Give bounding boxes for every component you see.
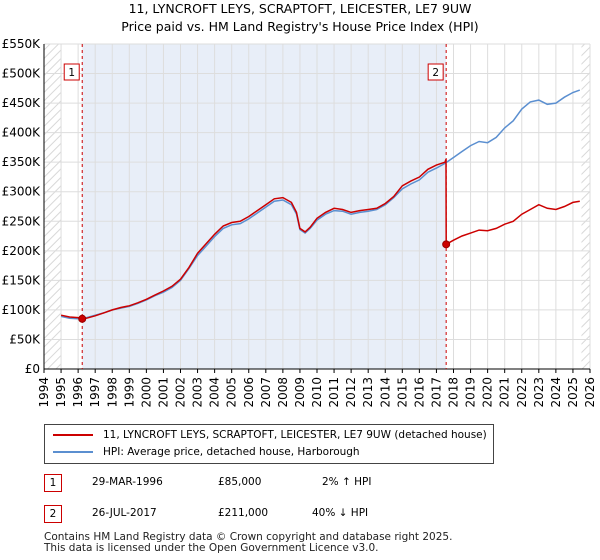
x-tick-label: 2007: [259, 377, 273, 408]
chart-legend: 11, LYNCROFT LEYS, SCRAPTOFT, LEICESTER,…: [44, 424, 494, 464]
y-tick-label: £50K: [9, 332, 41, 346]
transaction-date: 26-JUL-2017: [92, 507, 157, 519]
no-data-hatch-left: [44, 44, 62, 369]
y-tick-label: £150K: [2, 273, 42, 287]
y-tick-label: £550K: [2, 37, 42, 51]
x-tick-label: 2020: [481, 377, 495, 408]
sale-point: [442, 240, 451, 249]
x-tick-label: 1995: [54, 377, 68, 408]
x-tick-label: 2023: [532, 377, 546, 408]
y-tick-label: £200K: [2, 244, 42, 258]
footer-licence: This data is licensed under the Open Gov…: [44, 542, 379, 554]
x-tick-label: 2016: [412, 377, 426, 408]
x-tick-label: 1994: [37, 377, 51, 408]
sale-marker-box: [63, 63, 80, 81]
legend-swatch-property: [53, 434, 93, 436]
chart-subtitle: Price paid vs. HM Land Registry's House …: [121, 19, 479, 34]
x-tick-label: 2012: [344, 377, 358, 408]
sale-marker-label: 1: [68, 67, 75, 79]
x-tick-label: 1999: [122, 377, 136, 408]
y-tick-label: £400K: [2, 126, 42, 140]
x-tick-label: 2024: [549, 377, 563, 408]
x-tick-label: 1997: [88, 377, 102, 408]
chart-title-block: 11, LYNCROFT LEYS, SCRAPTOFT, LEICESTER,…: [0, 0, 600, 36]
transaction-hpi: 2% ↑ HPI: [322, 476, 372, 488]
no-data-hatch-right: [581, 44, 590, 369]
y-tick-label: £450K: [2, 96, 42, 110]
x-tick-label: 2026: [583, 377, 597, 408]
transaction-price: £211,000: [218, 507, 269, 519]
y-tick-label: £100K: [2, 303, 42, 317]
x-tick-label: 2011: [327, 377, 341, 408]
y-tick-label: £0: [25, 362, 40, 376]
sale-marker-box: [427, 63, 444, 81]
x-tick-label: 2017: [429, 377, 443, 408]
footer-copyright: Contains HM Land Registry data © Crown c…: [44, 531, 453, 543]
x-tick-label: 2022: [515, 377, 529, 408]
x-tick-label: 2001: [156, 377, 170, 408]
legend-label-property: 11, LYNCROFT LEYS, SCRAPTOFT, LEICESTER,…: [103, 429, 487, 441]
x-tick-label: 2014: [378, 377, 392, 408]
x-tick-label: 1998: [105, 377, 119, 408]
transaction-hpi: 40% ↓ HPI: [312, 507, 369, 519]
x-tick-label: 2000: [139, 377, 153, 408]
series-line: [60, 158, 580, 320]
y-tick-label: £300K: [2, 185, 42, 199]
x-tick-label: 2018: [447, 377, 461, 408]
price-chart: £0 £50K £100K £150K £200K £250K £300K £350K £400…: [2, 37, 597, 408]
x-tick-label: 1996: [71, 377, 85, 408]
x-tick-label: 2015: [395, 377, 409, 408]
legend-swatch-hpi: [53, 451, 93, 453]
x-tick-label: 2004: [208, 377, 222, 408]
x-tick-label: 2025: [566, 377, 580, 408]
y-tick-label: £350K: [2, 155, 42, 169]
transaction-date: 29-MAR-1996: [92, 476, 163, 488]
legend-label-hpi: HPI: Average price, detached house, Harb…: [103, 446, 360, 458]
y-tick-label: £500K: [2, 67, 42, 81]
x-tick-label: 2019: [464, 377, 478, 408]
x-tick-label: 2021: [498, 377, 512, 408]
sale-point: [78, 314, 87, 323]
chart-title: 11, LYNCROFT LEYS, SCRAPTOFT, LEICESTER,…: [128, 1, 472, 16]
transaction-marker: 2: [44, 505, 62, 523]
legend-item-hpi: HPI: Average price, detached house, Harb…: [53, 446, 360, 458]
y-tick-label: £250K: [2, 214, 42, 228]
footer-attribution: Contains HM Land Registry data © Crown c…: [44, 532, 452, 554]
x-tick-label: 2005: [225, 377, 239, 408]
x-tick-label: 2008: [276, 377, 290, 408]
transaction-marker: 1: [44, 474, 62, 492]
x-tick-label: 2003: [191, 377, 205, 408]
x-tick-label: 2002: [174, 377, 188, 408]
x-tick-label: 2009: [293, 377, 307, 408]
transaction-price: £85,000: [218, 476, 262, 488]
x-tick-label: 2010: [310, 377, 324, 408]
sale-marker-label: 2: [432, 67, 439, 79]
legend-item-property: 11, LYNCROFT LEYS, SCRAPTOFT, LEICESTER,…: [53, 429, 487, 441]
x-tick-label: 2006: [242, 377, 256, 408]
x-tick-label: 2013: [361, 377, 375, 408]
